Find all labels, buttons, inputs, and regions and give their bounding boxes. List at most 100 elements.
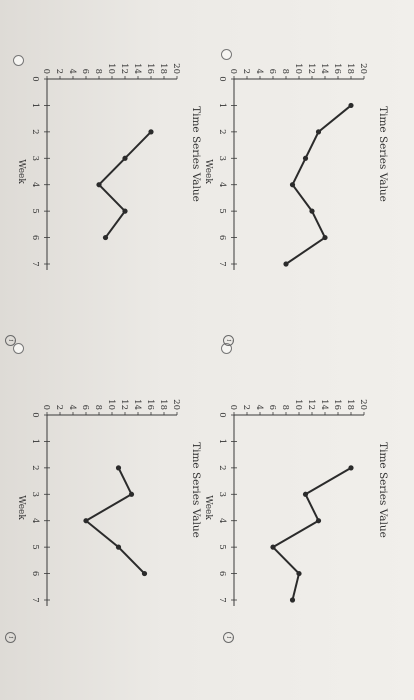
- data-point: [315, 518, 322, 524]
- radio-button-option-d[interactable]: [13, 343, 24, 354]
- y-tick-label: 0: [228, 69, 238, 74]
- x-tick-label: 7: [217, 597, 227, 602]
- y-tick-label: 4: [67, 69, 77, 74]
- y-tick-label: 18: [345, 399, 355, 410]
- series-line-segment: [85, 519, 120, 548]
- x-tick-label: 2: [217, 465, 227, 470]
- data-point: [96, 182, 102, 188]
- x-tick-label: 5: [30, 208, 40, 213]
- y-tick-label: 20: [358, 63, 368, 74]
- x-tick-label: 6: [217, 235, 227, 240]
- series-line-segment: [291, 184, 313, 212]
- y-tick-label: 16: [145, 63, 155, 74]
- x-tick-label: 2: [30, 465, 40, 470]
- data-point: [115, 465, 122, 471]
- series-line-segment: [272, 519, 320, 549]
- y-tick-label: 20: [171, 399, 181, 410]
- chart-option-c: Time Series Value 0 2 4 6 8 10 12 14 16 18 20 0 1 2 3 4 5…: [16, 24, 207, 274]
- y-tick-label: 6: [267, 405, 277, 410]
- series-line-segment: [98, 184, 126, 212]
- series-line-segment: [117, 546, 146, 575]
- data-point: [348, 465, 354, 471]
- chart-option-a: Time Series Value 0 2 4 6 8 10 12 14 16 18 20 0 1 2 3 4 5…: [203, 24, 394, 274]
- y-tick-label: 2: [241, 69, 251, 74]
- y-tick-label: 12: [306, 63, 316, 74]
- x-tick-label: 7: [217, 261, 227, 266]
- y-tick-label: 18: [158, 399, 168, 410]
- data-point: [128, 491, 135, 497]
- x-tick-label: 0: [30, 412, 40, 417]
- x-tick-label: 5: [217, 208, 227, 213]
- x-tick-label: 6: [30, 571, 40, 576]
- series-line-segment: [304, 466, 352, 496]
- radio-button-option-c[interactable]: [13, 55, 24, 66]
- data-point: [102, 234, 109, 241]
- y-tick-label: 12: [119, 63, 129, 74]
- y-tick-label: 0: [41, 69, 51, 74]
- info-icon[interactable]: i: [223, 632, 234, 643]
- x-tick-label: 3: [30, 492, 40, 497]
- data-point: [348, 102, 354, 109]
- y-tick-label: 18: [158, 63, 168, 74]
- data-point: [302, 155, 309, 161]
- x-tick-label: 2: [217, 129, 227, 134]
- data-point: [115, 544, 122, 550]
- y-tick-label: 14: [319, 63, 329, 74]
- y-tick-label: 6: [267, 69, 277, 74]
- x-tick-label: 4: [30, 182, 40, 187]
- y-tick-label: 2: [54, 405, 64, 410]
- x-tick-label: 6: [217, 571, 227, 576]
- data-point: [289, 182, 296, 188]
- x-tick-label: 5: [30, 544, 40, 549]
- y-tick-label: 14: [319, 399, 329, 410]
- y-tick-label: 18: [345, 63, 355, 74]
- x-tick-label: 0: [217, 412, 227, 417]
- x-tick-label: 6: [30, 235, 40, 240]
- data-point: [122, 155, 128, 161]
- data-point: [141, 570, 148, 577]
- info-icon[interactable]: i: [223, 335, 234, 346]
- y-tick-label: 20: [358, 399, 368, 410]
- data-point: [296, 570, 302, 577]
- x-tick-label: 0: [30, 76, 40, 81]
- series-line-segment: [85, 493, 133, 522]
- series-line-segment: [285, 236, 326, 265]
- y-tick-label: 14: [132, 399, 142, 410]
- y-tick-label: 4: [254, 69, 264, 74]
- y-tick-label: 8: [93, 69, 103, 74]
- x-tick-label: 4: [217, 518, 227, 523]
- x-axis-label: Week: [16, 495, 26, 520]
- series-line-segment: [311, 210, 326, 239]
- series-line-segment: [291, 573, 300, 601]
- data-point: [322, 234, 328, 241]
- y-tick-label: 4: [254, 405, 264, 410]
- x-tick-label: 1: [30, 439, 40, 444]
- y-tick-label: 16: [332, 399, 342, 410]
- series-line-segment: [104, 210, 126, 239]
- data-point: [270, 544, 276, 550]
- y-tick-label: 10: [293, 63, 303, 74]
- y-tick-label: 2: [241, 405, 251, 410]
- y-tick-label: 16: [145, 399, 155, 410]
- y-tick-label: 12: [306, 399, 316, 410]
- data-point: [315, 129, 322, 135]
- info-icon[interactable]: i: [5, 632, 16, 643]
- x-tick-label: 7: [30, 261, 40, 266]
- series-line-segment: [272, 546, 300, 575]
- y-tick-label: 2: [54, 69, 64, 74]
- series-line-segment: [304, 493, 320, 522]
- chart-option-d: Time Series Value 0 2 4 6 8 10 12 14 16 18 20 0 1 2 3 4 5…: [16, 360, 207, 610]
- y-tick-label: 10: [293, 399, 303, 410]
- y-tick-label: 6: [80, 405, 90, 410]
- radio-button-option-a[interactable]: [221, 49, 232, 60]
- x-tick-label: 5: [217, 544, 227, 549]
- info-icon[interactable]: i: [5, 335, 16, 346]
- x-tick-label: 0: [217, 76, 227, 81]
- x-tick-label: 1: [30, 103, 40, 108]
